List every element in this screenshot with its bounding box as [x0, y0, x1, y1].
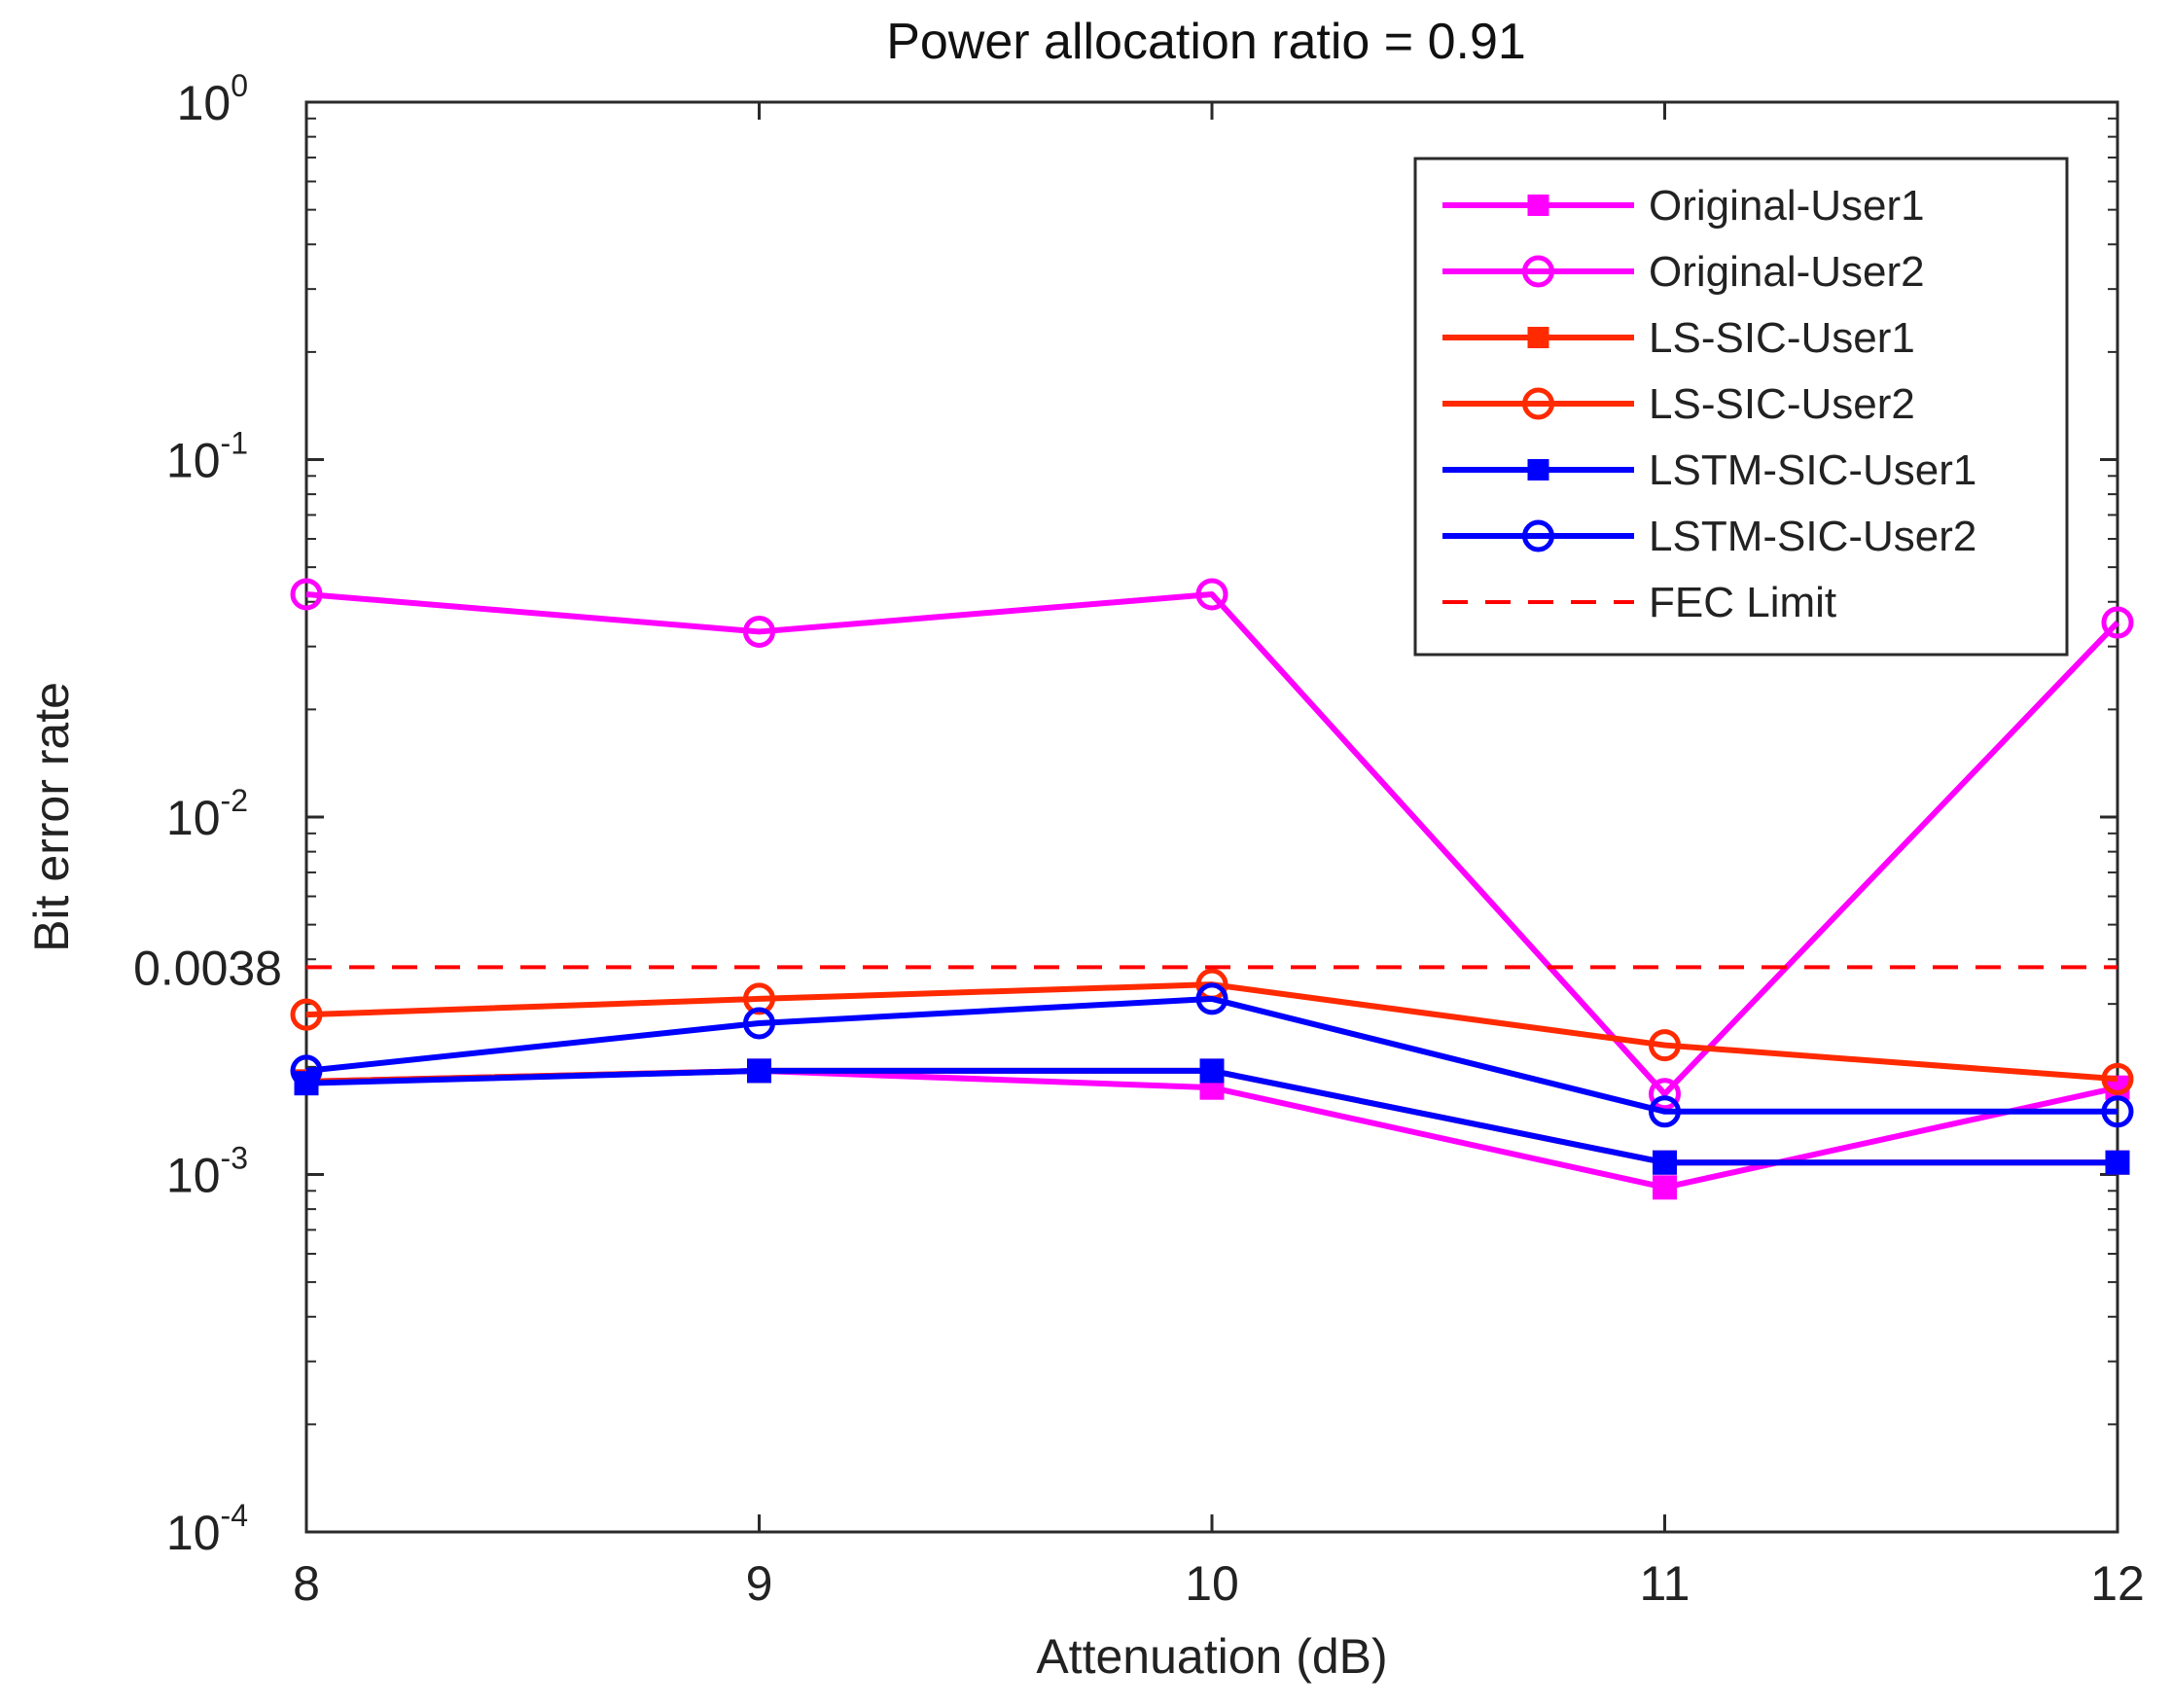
- lstm-sic-user2-point: [290, 1054, 323, 1087]
- legend-label: LS-SIC-User1: [1649, 314, 1915, 362]
- legend-label: LS-SIC-User2: [1649, 380, 1915, 428]
- legend-swatch-marker: [1527, 327, 1549, 348]
- original-user2-point: [2101, 606, 2134, 639]
- legend-entry-lstm-sic-user2: LSTM-SIC-User2: [1442, 513, 1976, 560]
- legend-label: LSTM-SIC-User2: [1649, 513, 1976, 560]
- lstm-sic-user2-line: [305, 995, 2118, 1115]
- lstm-sic-user2-point: [1649, 1095, 1681, 1128]
- lstm-sic-user2-point: [2101, 1095, 2134, 1128]
- lstm-sic-user2-point: [1195, 982, 1228, 1015]
- chart-title: Power allocation ratio = 0.91: [886, 14, 1526, 70]
- lstm-sic-user1-point: [1653, 1150, 1677, 1175]
- y-tick-label: 10-2: [166, 783, 248, 845]
- original-user2-line: [305, 590, 2120, 1097]
- legend-entry-original-user2: Original-User2: [1442, 248, 1925, 296]
- x-tick-label: 11: [1640, 1556, 1691, 1611]
- x-tick-label: 12: [2090, 1556, 2145, 1611]
- x-tick-label: 9: [746, 1556, 773, 1611]
- legend-label: LSTM-SIC-User1: [1649, 446, 1976, 494]
- series-layer: [290, 578, 2134, 1200]
- legend-swatch-marker: [1527, 195, 1549, 216]
- legend-label: Original-User1: [1649, 182, 1925, 230]
- original-user2-point: [743, 615, 775, 648]
- legend-swatch-marker: [1522, 255, 1554, 288]
- ls-sic-user2-point: [2101, 1062, 2134, 1095]
- legend-swatch-marker: [1522, 519, 1554, 552]
- legend-label: FEC Limit: [1649, 579, 1836, 626]
- legend-entry-ls-sic-user1: LS-SIC-User1: [1442, 314, 1915, 362]
- legend-entry-fec-limit: FEC Limit: [1442, 579, 1836, 626]
- ls-sic-user2-point: [1649, 1029, 1681, 1062]
- lstm-sic-user1-point: [1199, 1058, 1225, 1084]
- fec-tick-label: 0.0038: [133, 941, 282, 995]
- series-original-user2: [290, 578, 2134, 1111]
- legend-entry-lstm-sic-user1: LSTM-SIC-User1: [1442, 446, 1976, 494]
- legend-entry-original-user1: Original-User1: [1442, 182, 1925, 230]
- legend: Original-User1 Original-User2 LS-SIC-User1…: [1413, 157, 2069, 657]
- original-user2-point: [1195, 578, 1228, 611]
- legend-label: Original-User2: [1649, 248, 1925, 296]
- lstm-sic-user1-point: [747, 1058, 771, 1084]
- series-lstm-sic-user2: [290, 982, 2134, 1128]
- y-axis-label: Bit error rate: [24, 682, 79, 952]
- ls-sic-user2-point: [290, 998, 323, 1031]
- legend-swatch-marker: [1527, 459, 1549, 480]
- ls-sic-user2-point: [743, 982, 775, 1015]
- original-user2-point: [1649, 1078, 1681, 1111]
- x-axis-label: Attenuation (dB): [1036, 1629, 1387, 1684]
- legend-entry-ls-sic-user2: LS-SIC-User2: [1442, 380, 1915, 428]
- lstm-sic-user2-point: [743, 1007, 775, 1040]
- x-tick-label: 8: [293, 1556, 320, 1611]
- original-user2-point: [290, 578, 323, 611]
- x-tick-label: 10: [1185, 1556, 1239, 1611]
- legend-swatch-marker: [1522, 387, 1554, 420]
- lstm-sic-user1-point: [2105, 1150, 2130, 1175]
- original-user1-point: [1653, 1175, 1677, 1200]
